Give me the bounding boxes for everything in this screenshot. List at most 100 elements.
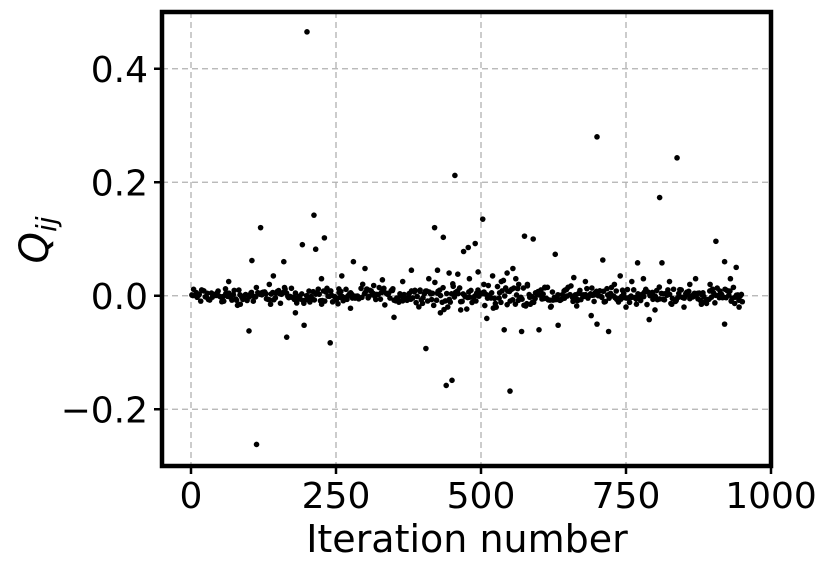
data-point [656, 284, 663, 290]
data-point [372, 296, 379, 303]
data-point [666, 278, 673, 285]
data-point [409, 295, 416, 301]
data-point [253, 284, 260, 291]
data-point [379, 277, 386, 283]
data-point [588, 312, 594, 319]
data-point [437, 292, 444, 299]
x-tick-label: 500 [447, 476, 516, 517]
data-point [604, 285, 610, 292]
x-tick-label: 0 [180, 476, 203, 517]
data-point [304, 29, 310, 35]
data-point [288, 285, 295, 292]
data-point [605, 328, 612, 335]
data-point [509, 296, 516, 303]
data-point [521, 233, 528, 239]
data-point [479, 216, 486, 222]
data-point [391, 314, 397, 321]
data-point [230, 291, 237, 298]
data-point [277, 300, 284, 307]
data-point [712, 300, 718, 306]
data-point [328, 288, 334, 294]
data-point [547, 304, 554, 310]
data-point [731, 300, 738, 307]
data-point [577, 287, 583, 294]
data-point [571, 274, 577, 281]
data-point [359, 281, 366, 288]
data-point [417, 287, 423, 293]
data-point [233, 297, 240, 304]
data-point [412, 287, 418, 294]
data-point [250, 298, 257, 305]
data-point [339, 273, 345, 279]
data-point [594, 134, 600, 140]
data-point [738, 291, 745, 298]
data-point [336, 286, 342, 292]
data-point [713, 238, 719, 245]
data-point [446, 270, 452, 276]
data-point [318, 275, 325, 282]
data-point [681, 304, 687, 310]
data-point [549, 289, 556, 295]
data-points [189, 29, 746, 448]
data-point [266, 297, 273, 303]
grid-lines [162, 12, 771, 466]
data-point [472, 240, 479, 247]
data-point [370, 282, 377, 289]
data-point [430, 302, 437, 309]
data-point [447, 299, 454, 305]
data-point [527, 301, 534, 308]
data-point [236, 287, 242, 293]
data-point [431, 224, 438, 231]
x-tick-label: 1000 [725, 476, 817, 517]
data-point [542, 284, 548, 291]
data-point [591, 298, 597, 305]
data-point [630, 287, 637, 293]
y-tick-label: 0.0 [91, 277, 148, 318]
data-point [440, 284, 446, 291]
data-point [640, 293, 647, 300]
data-point [450, 283, 457, 290]
data-point [661, 297, 668, 303]
data-point [315, 286, 322, 292]
y-axis-label: Qij [12, 216, 63, 263]
data-point [327, 340, 334, 346]
data-point [350, 258, 357, 265]
data-point [449, 377, 455, 384]
data-point [589, 285, 595, 291]
data-point [512, 301, 519, 307]
data-point [481, 281, 487, 288]
data-point [311, 297, 318, 303]
data-point [321, 235, 328, 241]
data-point [536, 327, 542, 333]
data-point [382, 302, 388, 308]
data-point [440, 234, 447, 241]
data-point [197, 298, 204, 304]
data-point [652, 307, 658, 313]
data-point [306, 288, 312, 294]
data-point [423, 345, 429, 352]
data-point [416, 304, 422, 310]
data-point [634, 260, 641, 266]
data-point [443, 290, 450, 297]
data-point [246, 328, 252, 334]
data-point [362, 265, 368, 272]
data-point [573, 303, 580, 309]
data-point [494, 283, 501, 290]
data-point [640, 275, 647, 282]
data-point [730, 284, 737, 291]
data-point [733, 264, 739, 271]
data-point [659, 260, 665, 266]
data-point [600, 257, 606, 263]
data-point [321, 298, 328, 304]
data-point [390, 285, 396, 292]
data-point [721, 321, 728, 327]
data-point [532, 295, 538, 302]
data-point [736, 304, 742, 310]
data-point [466, 275, 473, 282]
y-tick-label: 0.4 [91, 50, 148, 91]
data-point [473, 298, 479, 304]
data-point [646, 316, 652, 323]
data-point [665, 287, 671, 293]
data-point [463, 306, 470, 312]
data-point [670, 286, 677, 293]
